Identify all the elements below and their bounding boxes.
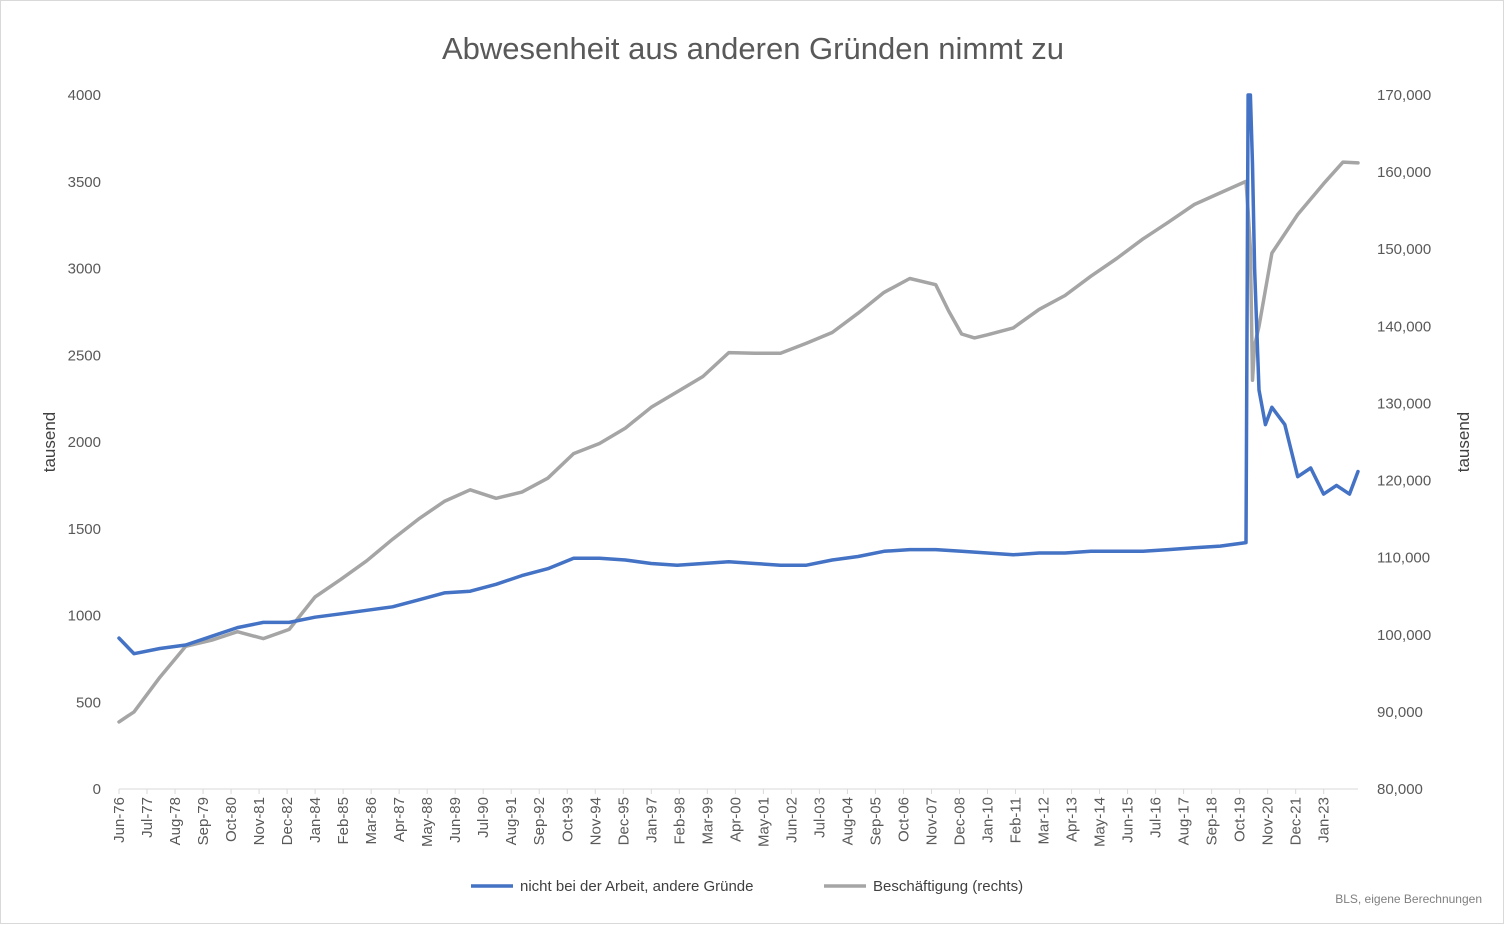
legend: nicht bei der Arbeit, andere Gründe Besc…	[471, 878, 1023, 895]
right-y-tick-label: 120,000	[1377, 473, 1431, 490]
x-tick-label: Sep-05	[867, 797, 884, 845]
x-tick-label: Jun-89	[447, 797, 464, 843]
x-tick-label: Jun-15	[1120, 797, 1137, 843]
series-layer	[117, 93, 1360, 724]
x-tick-label: Oct-93	[559, 797, 576, 842]
x-tick-label: Apr-00	[727, 797, 744, 842]
x-tick-label: Aug-91	[503, 797, 520, 845]
x-tick-label: Jul-90	[475, 797, 492, 838]
right-y-axis-title: tausend	[1454, 412, 1473, 473]
left-y-tick-label: 3000	[68, 261, 101, 278]
legend-label-employment: Beschäftigung (rechts)	[873, 878, 1023, 895]
right-y-tick-label: 130,000	[1377, 395, 1431, 412]
x-tick-label: Jan-23	[1316, 797, 1333, 843]
left-y-tick-label: 1500	[68, 521, 101, 538]
x-tick-label: Aug-17	[1176, 797, 1193, 845]
right-y-tick-label: 100,000	[1377, 627, 1431, 644]
left-y-tick-label: 1000	[68, 608, 101, 625]
left-y-tick-label: 4000	[68, 87, 101, 104]
x-tick-label: Dec-95	[615, 797, 632, 845]
x-tick-label: Jul-77	[139, 797, 156, 838]
x-tick-label: Nov-81	[251, 797, 268, 845]
right-y-tick-label: 170,000	[1377, 87, 1431, 104]
x-tick-label: Jan-97	[643, 797, 660, 843]
x-tick-label: Jun-02	[783, 797, 800, 843]
x-tick-label: Jul-16	[1148, 797, 1165, 838]
series-line-absence	[117, 93, 1360, 656]
x-axis: Jun-76 Jul-77 Aug-78 Sep-79 Oct-80 Nov-81 Dec-…	[111, 789, 1333, 847]
x-tick-label: Oct-80	[223, 797, 240, 842]
x-tick-label: Jun-76	[111, 797, 128, 843]
left-y-tick-label: 0	[93, 781, 101, 798]
x-tick-label: May-14	[1092, 797, 1109, 847]
x-tick-label: Dec-08	[951, 797, 968, 845]
right-y-tick-label: 150,000	[1377, 241, 1431, 258]
x-tick-label: Feb-11	[1008, 797, 1025, 843]
x-tick-label: Sep-92	[531, 797, 548, 845]
legend-label-absence: nicht bei der Arbeit, andere Gründe	[520, 878, 753, 895]
x-tick-label: Feb-98	[671, 797, 688, 845]
right-y-tick-label: 110,000	[1377, 550, 1430, 567]
x-tick-label: Aug-78	[167, 797, 184, 845]
x-tick-label: Apr-87	[391, 797, 408, 842]
x-tick-label: Jul-03	[811, 797, 828, 838]
x-tick-label: Jan-10	[979, 797, 996, 843]
x-tick-label: May-01	[755, 797, 772, 847]
x-tick-label: Feb-85	[335, 797, 352, 845]
right-y-tick-label: 160,000	[1377, 164, 1431, 181]
right-y-tick-label: 140,000	[1377, 318, 1431, 335]
x-tick-label: Oct-19	[1232, 797, 1249, 842]
x-tick-label: Sep-18	[1204, 797, 1221, 845]
source-note: BLS, eigene Berechnungen	[1335, 892, 1482, 906]
x-tick-label: Oct-06	[895, 797, 912, 842]
x-tick-label: Nov-94	[587, 797, 604, 845]
left-y-tick-label: 500	[76, 694, 101, 711]
chart-title: Abwesenheit aus anderen Gründen nimmt zu	[442, 31, 1064, 66]
left-y-tick-label: 3500	[68, 174, 101, 191]
x-tick-label: Nov-07	[923, 797, 940, 845]
left-y-axis: 0 500 1000 1500 2000 2500 3000 3500 4000	[68, 87, 101, 798]
right-y-tick-label: 90,000	[1377, 704, 1423, 721]
x-tick-label: Dec-21	[1288, 797, 1305, 845]
x-tick-label: Nov-20	[1260, 797, 1277, 845]
right-y-axis: 80,000 90,000 100,000 110,000 120,000 130,000…	[1377, 87, 1431, 798]
left-y-tick-label: 2000	[68, 434, 101, 451]
x-tick-label: Dec-82	[279, 797, 296, 845]
x-tick-label: Jan-84	[307, 797, 324, 843]
x-tick-label: Apr-13	[1064, 797, 1081, 842]
x-tick-label: Mar-12	[1036, 797, 1053, 845]
x-tick-label: May-88	[419, 797, 436, 847]
x-tick-label: Sep-79	[195, 797, 212, 845]
left-y-axis-title: tausend	[40, 412, 59, 473]
series-line-employment	[117, 160, 1360, 724]
left-y-tick-label: 2500	[68, 347, 101, 364]
x-tick-label: Aug-04	[839, 797, 856, 845]
right-y-tick-label: 80,000	[1377, 781, 1423, 798]
x-tick-label: Mar-99	[699, 797, 716, 845]
x-tick-label: Mar-86	[363, 797, 380, 845]
